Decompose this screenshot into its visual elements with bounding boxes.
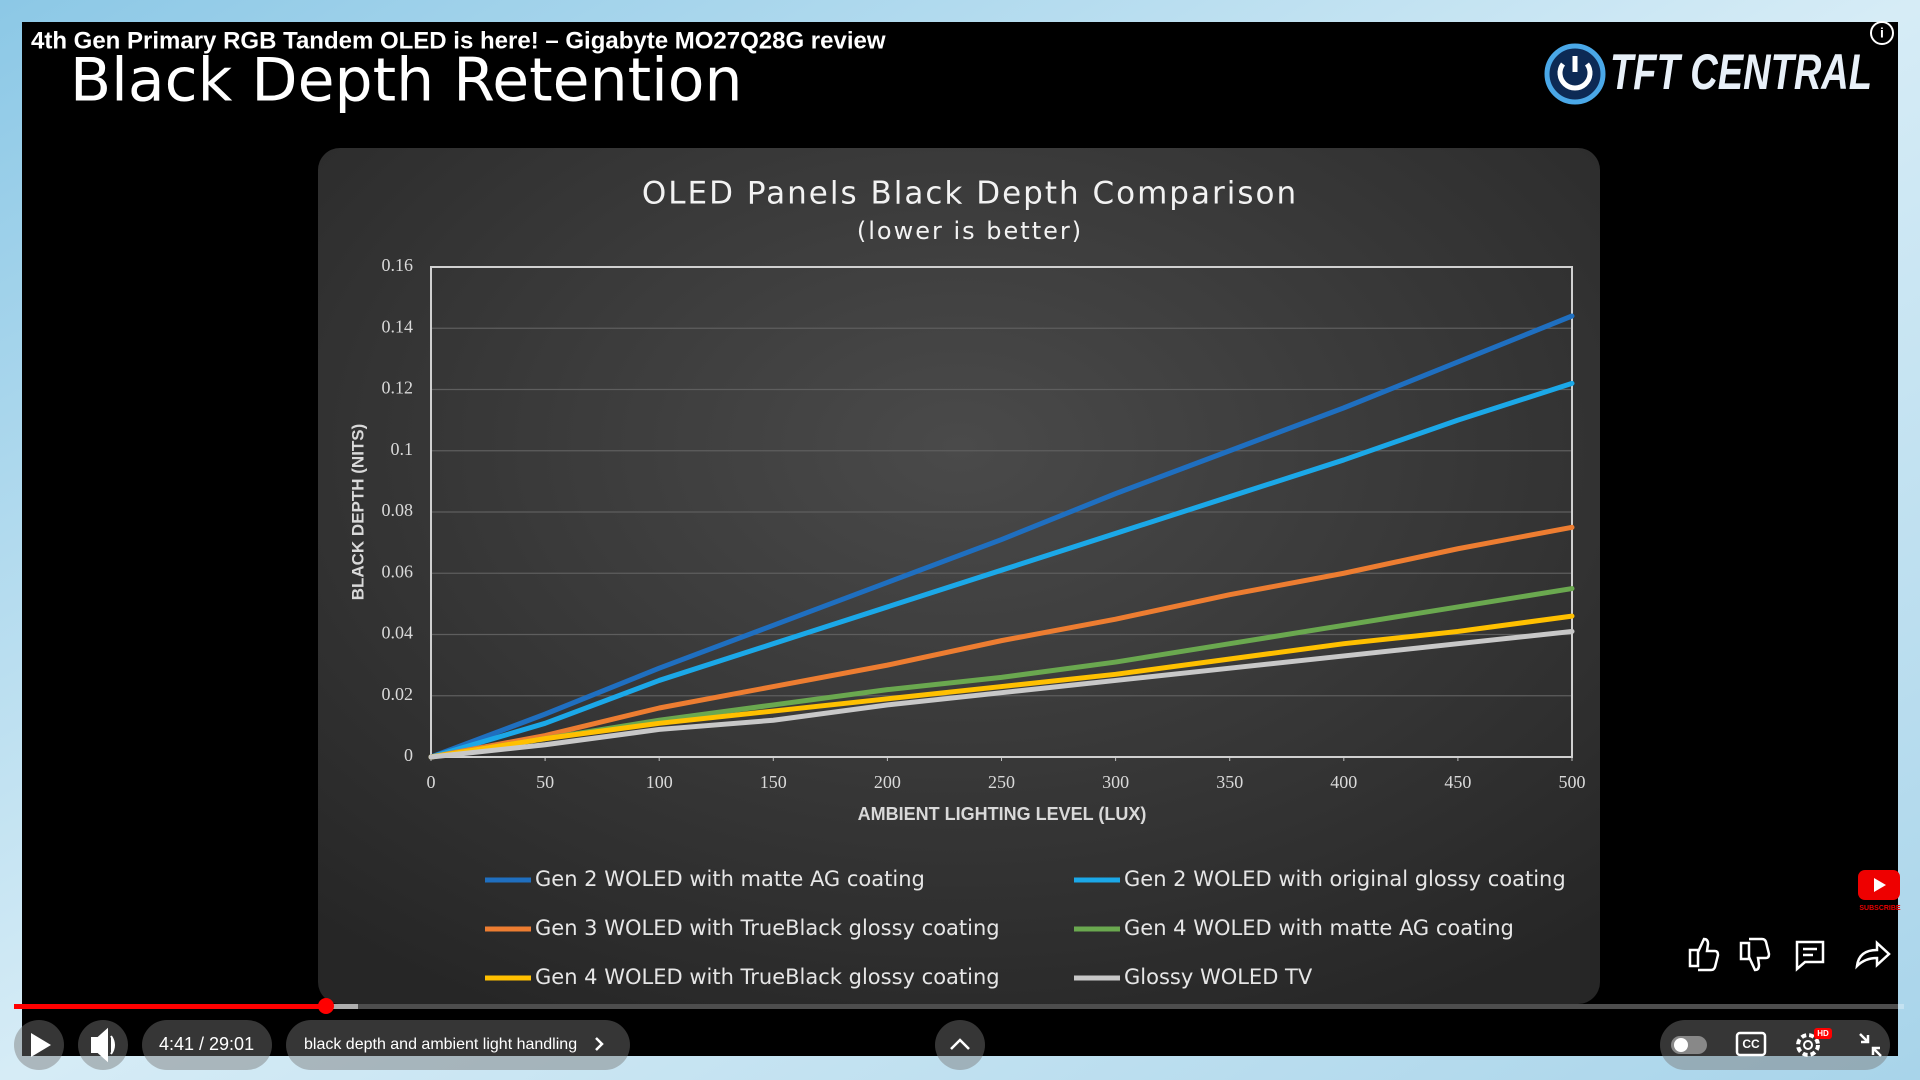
expand-button[interactable] bbox=[950, 1038, 970, 1050]
plot-border bbox=[430, 266, 1573, 758]
y-tick-label: 0.14 bbox=[382, 316, 414, 336]
video-title: 4th Gen Primary RGB Tandem OLED is here!… bbox=[31, 27, 886, 54]
chart-panel bbox=[318, 148, 1600, 1004]
chapter-pill[interactable] bbox=[286, 1020, 630, 1070]
x-tick-label: 500 bbox=[1559, 772, 1586, 792]
legend-label: Gen 2 WOLED with original glossy coating bbox=[1124, 867, 1566, 891]
dislike-button[interactable] bbox=[1739, 937, 1771, 972]
x-tick-label: 200 bbox=[874, 772, 901, 792]
x-tick-label: 50 bbox=[536, 772, 554, 792]
logo-power bbox=[1557, 56, 1593, 91]
x-tick-label: 100 bbox=[646, 772, 673, 792]
legend-label: Gen 4 WOLED with TrueBlack glossy coatin… bbox=[535, 965, 1000, 989]
time-display: 4:41 / 29:01 bbox=[159, 1034, 254, 1054]
y-tick-label: 0.02 bbox=[382, 684, 414, 704]
series-line bbox=[428, 613, 1575, 760]
chart-subtitle: (lower is better) bbox=[857, 217, 1083, 245]
info-icon: i bbox=[1880, 25, 1884, 41]
like-button[interactable] bbox=[1688, 937, 1720, 972]
y-tick-label: 0.1 bbox=[391, 439, 414, 459]
y-tick-label: 0.06 bbox=[382, 561, 414, 581]
y-axis-label: BLACK DEPTH (NITS) bbox=[348, 424, 367, 601]
play-button[interactable] bbox=[31, 1033, 51, 1057]
legend-label: Gen 3 WOLED with TrueBlack glossy coatin… bbox=[535, 916, 1000, 940]
logo-icon bbox=[1544, 43, 1606, 105]
x-tick-label: 300 bbox=[1102, 772, 1129, 792]
series-line bbox=[428, 628, 1575, 760]
y-tick-label: 0.08 bbox=[382, 500, 414, 520]
y-tick-label: 0 bbox=[404, 745, 413, 765]
x-axis-label: AMBIENT LIGHTING LEVEL (LUX) bbox=[858, 804, 1147, 824]
chart-title: OLED Panels Black Depth Comparison bbox=[642, 176, 1298, 212]
settings-button[interactable] bbox=[1796, 1033, 1820, 1057]
progress-played bbox=[14, 1004, 326, 1009]
plot: 0 0.02 0.04 0.06 0.08 0.1 0.12 0.14 0.16 0 50 100 15… bbox=[382, 255, 1586, 989]
y-tick-label: 0.12 bbox=[382, 378, 414, 398]
autoplay-knob bbox=[1674, 1038, 1688, 1052]
share-button[interactable] bbox=[1855, 940, 1891, 970]
cc-label: CC bbox=[1742, 1037, 1760, 1051]
logo-text: TFT CENTRAL bbox=[1610, 44, 1872, 100]
expand-button-bg[interactable] bbox=[935, 1020, 985, 1070]
cc-button[interactable] bbox=[1735, 1031, 1767, 1057]
y-tick-label: 0.04 bbox=[382, 623, 414, 643]
exit-fullscreen-button[interactable] bbox=[1859, 1033, 1882, 1057]
subscribe-icon bbox=[1874, 878, 1886, 892]
legend-label: Gen 4 WOLED with matte AG coating bbox=[1124, 916, 1514, 940]
right-controls-pill bbox=[1660, 1020, 1890, 1070]
hd-label: HD bbox=[1817, 1029, 1829, 1038]
x-tick-label: 150 bbox=[760, 772, 787, 792]
series-line bbox=[428, 313, 1575, 760]
hd-badge bbox=[1814, 1028, 1832, 1039]
progress-track[interactable] bbox=[14, 1004, 1904, 1009]
chapter-title[interactable]: black depth and ambient light handling bbox=[304, 1036, 577, 1053]
side-actions bbox=[1688, 937, 1891, 972]
series-line bbox=[428, 380, 1575, 760]
subscribe-label: SUBSCRIBE bbox=[1859, 905, 1901, 912]
x-tick-label: 0 bbox=[427, 772, 436, 792]
time-pill bbox=[142, 1020, 272, 1070]
x-tick-label: 250 bbox=[988, 772, 1015, 792]
y-tick-label: 0.16 bbox=[382, 255, 414, 275]
chapter-arrow bbox=[595, 1037, 604, 1051]
progress-scrubber[interactable] bbox=[318, 998, 334, 1014]
series-line bbox=[428, 524, 1575, 760]
x-tick-label: 400 bbox=[1330, 772, 1357, 792]
x-tick-label: 350 bbox=[1216, 772, 1243, 792]
settings-hub bbox=[1803, 1040, 1813, 1050]
comment-button[interactable] bbox=[1795, 940, 1825, 972]
legend-label: Gen 2 WOLED with matte AG coating bbox=[535, 867, 925, 891]
slide-title: Black Depth Retention bbox=[70, 46, 743, 116]
info-button[interactable] bbox=[1870, 21, 1894, 45]
x-tick-label: 450 bbox=[1444, 772, 1471, 792]
legend-label: Glossy WOLED TV bbox=[1124, 965, 1313, 989]
volume-button[interactable] bbox=[91, 1027, 115, 1063]
